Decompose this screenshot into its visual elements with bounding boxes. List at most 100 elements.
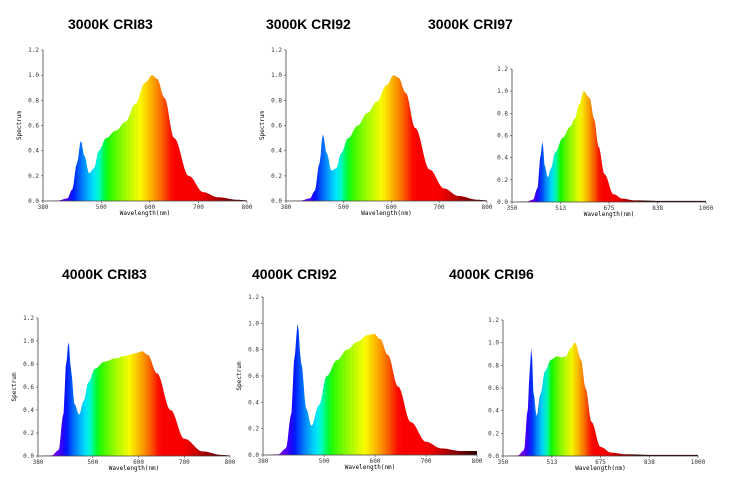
y-tick-label: 0.6 [248, 373, 259, 380]
x-axis-label: Wavelength(nm) [575, 465, 626, 472]
y-tick-label: 0.8 [23, 361, 34, 368]
x-tick-label: 380 [33, 459, 44, 466]
x-tick-label: 675 [595, 459, 606, 466]
y-tick-label: 1.0 [23, 338, 34, 345]
y-tick-label: 1.2 [497, 66, 508, 73]
x-tick-label: 1000 [699, 205, 714, 212]
y-tick-label: 0.4 [271, 148, 282, 155]
y-tick-label: 1.0 [28, 72, 39, 79]
x-tick-label: 380 [281, 204, 292, 211]
y-tick-label: 0.6 [28, 123, 39, 130]
spectrum-area [512, 91, 706, 202]
x-axis-label: Wavelength(nm) [120, 210, 171, 217]
y-tick-label: 0.4 [248, 399, 259, 406]
spectrum-area [286, 75, 487, 201]
spectrum-area [43, 75, 247, 201]
x-tick-label: 513 [546, 459, 557, 466]
y-axis-label: Spectrum [236, 361, 243, 390]
y-tick-label: 1.0 [271, 72, 282, 79]
x-tick-label: 700 [421, 458, 432, 465]
y-axis-label: Spectrum [11, 372, 18, 401]
x-tick-label: 600 [370, 458, 381, 465]
chart-title-6: 4000K CRI96 [449, 266, 534, 282]
x-tick-label: 675 [604, 205, 615, 212]
x-tick-label: 500 [319, 458, 330, 465]
x-tick-label: 800 [242, 204, 253, 211]
y-tick-label: 0.2 [248, 426, 259, 433]
chart-title-3: 3000K CRI97 [428, 16, 513, 32]
chart-title-5: 4000K CRI92 [252, 266, 337, 282]
x-axis-label: Wavelength(nm) [345, 464, 396, 471]
x-tick-label: 500 [87, 459, 98, 466]
y-tick-label: 0.6 [488, 385, 499, 392]
y-tick-label: 0.0 [271, 198, 282, 205]
y-tick-label: 0.2 [488, 430, 499, 437]
chart-title-4: 4000K CRI83 [62, 266, 147, 282]
y-tick-label: 0.0 [488, 453, 499, 460]
y-tick-label: 0.8 [488, 362, 499, 369]
x-axis-label: Wavelength(nm) [109, 465, 160, 472]
y-tick-label: 1.2 [488, 317, 499, 324]
x-axis-label: Wavelength(nm) [584, 211, 635, 218]
x-tick-label: 838 [652, 205, 663, 212]
x-tick-label: 800 [225, 459, 236, 466]
y-tick-label: 0.4 [497, 155, 508, 162]
x-tick-label: 500 [96, 204, 107, 211]
y-tick-label: 0.2 [23, 430, 34, 437]
x-tick-label: 700 [193, 204, 204, 211]
y-tick-label: 0.0 [23, 453, 34, 460]
x-tick-label: 800 [472, 458, 483, 465]
x-tick-label: 600 [386, 204, 397, 211]
y-tick-label: 0.2 [28, 173, 39, 180]
y-tick-label: 1.2 [23, 315, 34, 322]
y-tick-label: 0.6 [271, 123, 282, 130]
spectrum-chart-5: 0.0 0.2 0.4 0.6 0.8 1.0 1.2 380 500 600 700 800 Wave… [236, 294, 483, 471]
x-tick-label: 600 [133, 459, 144, 466]
chart-title-2: 3000K CRI92 [266, 16, 351, 32]
y-tick-label: 0.6 [23, 384, 34, 391]
x-tick-label: 380 [258, 458, 269, 465]
x-tick-label: 500 [338, 204, 349, 211]
y-tick-label: 0.0 [248, 452, 259, 459]
y-axis-label: Spectrum [16, 111, 23, 140]
x-tick-label: 1000 [691, 459, 706, 466]
y-tick-label: 1.2 [248, 294, 259, 301]
y-tick-label: 0.8 [271, 97, 282, 104]
y-tick-label: 0.4 [488, 408, 499, 415]
y-tick-label: 1.2 [28, 47, 39, 54]
spectrum-area [503, 342, 698, 456]
spectrum-chart-1: 0.0 0.2 0.4 0.6 0.8 1.0 1.2 380 500 600 700 800 Wave… [16, 47, 253, 217]
y-tick-label: 1.0 [497, 88, 508, 95]
x-tick-label: 800 [482, 204, 493, 211]
y-tick-label: 0.2 [497, 177, 508, 184]
chart-title-1: 3000K CRI83 [68, 16, 153, 32]
x-tick-label: 838 [644, 459, 655, 466]
x-tick-label: 700 [179, 459, 190, 466]
x-tick-label: 380 [38, 204, 49, 211]
x-axis-label: Wavelength(nm) [361, 210, 412, 217]
y-tick-label: 0.8 [497, 110, 508, 117]
y-axis-label: Spectrum [259, 111, 266, 140]
y-tick-label: 0.4 [28, 148, 39, 155]
spectrum-chart-3: 0.0 0.2 0.4 0.6 0.8 1.0 1.2 350 513 675 838 1000 Wav… [497, 66, 713, 218]
x-tick-label: 600 [144, 204, 155, 211]
x-tick-label: 700 [434, 204, 445, 211]
y-tick-label: 0.8 [248, 347, 259, 354]
y-tick-label: 0.6 [497, 133, 508, 140]
x-tick-label: 350 [507, 205, 518, 212]
y-tick-label: 1.0 [488, 340, 499, 347]
y-tick-label: 0.8 [28, 97, 39, 104]
x-tick-label: 350 [498, 459, 509, 466]
y-tick-label: 0.4 [23, 407, 34, 414]
spectrum-chart-6: 0.0 0.2 0.4 0.6 0.8 1.0 1.2 350 513 675 838 1000 Wav… [488, 317, 705, 472]
y-tick-label: 1.2 [271, 47, 282, 54]
y-tick-label: 1.0 [248, 320, 259, 327]
spectrum-area [263, 323, 477, 455]
y-tick-label: 0.0 [497, 199, 508, 206]
spectrum-area [38, 342, 230, 456]
x-tick-label: 513 [555, 205, 566, 212]
y-tick-label: 0.2 [271, 173, 282, 180]
spectrum-chart-4: 0.0 0.2 0.4 0.6 0.8 1.0 1.2 380 500 600 700 800 Wave… [11, 315, 236, 472]
spectrum-chart-2: 0.0 0.2 0.4 0.6 0.8 1.0 1.2 380 500 600 700 800 Wave… [259, 47, 493, 217]
y-tick-label: 0.0 [28, 198, 39, 205]
